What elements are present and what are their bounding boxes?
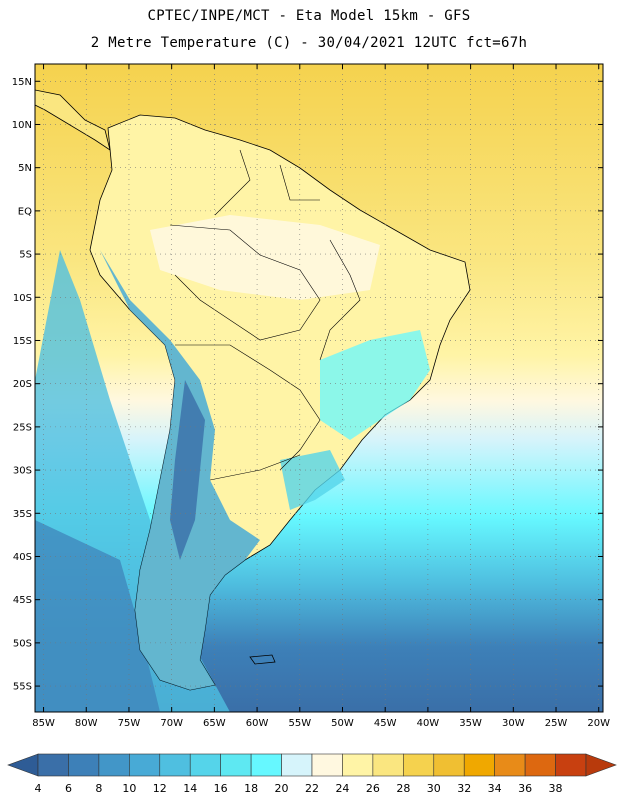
lat-tick-label: 50S — [13, 638, 32, 649]
graticule — [35, 64, 603, 712]
lon-tick-label: 60W — [246, 718, 269, 729]
lat-tick-label: EQ — [18, 206, 32, 217]
lat-tick-label: 55S — [13, 682, 32, 693]
map-plot-area — [35, 64, 603, 712]
colorbar-swatch — [494, 753, 526, 777]
colorbar-label: 28 — [396, 782, 410, 795]
map-frame — [34, 63, 604, 713]
lon-tick-label: 55W — [288, 718, 311, 729]
colorbar-label: 36 — [518, 782, 532, 795]
colorbar-swatch — [250, 753, 282, 777]
brazil-highlands-cool — [320, 330, 430, 440]
lat-tick-label: 20S — [13, 379, 32, 390]
lat-tick-label: 30S — [13, 466, 32, 477]
colorbar-label: 32 — [457, 782, 471, 795]
lon-tick-label: 35W — [459, 718, 482, 729]
andes-coldest-region — [170, 380, 205, 560]
colorbar-label: 4 — [35, 782, 42, 795]
lon-tick-label: 25W — [545, 718, 568, 729]
colorbar-swatch — [555, 753, 587, 777]
lon-tick-label: 50W — [331, 718, 354, 729]
colorbar-swatch — [189, 753, 221, 777]
central-america — [35, 89, 111, 151]
lon-tick-label: 30W — [502, 718, 525, 729]
colorbar-swatch — [372, 753, 404, 777]
colorbar-label: 16 — [214, 782, 228, 795]
lon-tick-label: 80W — [75, 718, 98, 729]
colorbar-swatch — [220, 753, 252, 777]
latitude-axis: 15N 10N 5N EQ 5S 10S 15S 20S 25S 30S 35S 40S 45S 50S 5… — [12, 77, 603, 693]
colorbar-swatch — [311, 753, 343, 777]
colorbar-overflow-arrow — [585, 753, 617, 777]
colorbar-label: 34 — [488, 782, 502, 795]
colorbar-swatch — [37, 753, 69, 777]
colorbar-label: 30 — [427, 782, 441, 795]
colorbar-label: 20 — [275, 782, 289, 795]
lat-tick-label: 45S — [13, 595, 32, 606]
colorbar-swatch — [129, 753, 161, 777]
amazon-mild-region — [150, 215, 380, 300]
colorbar-swatch — [403, 753, 435, 777]
lat-tick-label: 40S — [13, 552, 32, 563]
colorbar-label: 14 — [183, 782, 197, 795]
lat-tick-label: 5S — [19, 250, 32, 261]
colorbar-swatch — [281, 753, 313, 777]
map-title-line-2: 2 Metre Temperature (C) - 30/04/2021 12U… — [90, 35, 528, 51]
colorbar-label: 8 — [95, 782, 102, 795]
colorbar-label: 22 — [305, 782, 319, 795]
lon-tick-label: 45W — [374, 718, 397, 729]
colorbar-swatch — [524, 753, 556, 777]
longitude-axis: 85W 80W 75W 70W 65W 60W 55W 50W 45W 40W 35W 30W 25W 2… — [32, 64, 610, 729]
lat-tick-label: 10S — [13, 293, 32, 304]
colorbar-swatch — [98, 753, 130, 777]
lon-tick-label: 20W — [587, 718, 610, 729]
lon-tick-label: 40W — [417, 718, 440, 729]
colorbar: 4 6 8 10 12 14 16 18 20 22 24 26 28 30 32 34 36 38 — [7, 753, 617, 795]
colorbar-swatch — [342, 753, 374, 777]
lon-tick-label: 70W — [160, 718, 183, 729]
colorbar-swatch — [159, 753, 191, 777]
lat-tick-label: 35S — [13, 509, 32, 520]
colorbar-underflow-arrow — [7, 753, 39, 777]
lon-tick-label: 85W — [32, 718, 55, 729]
colorbar-swatch — [463, 753, 495, 777]
lat-tick-label: 25S — [13, 422, 32, 433]
falkland-islands — [249, 654, 276, 665]
colorbar-swatch — [433, 753, 465, 777]
colorbar-label: 10 — [122, 782, 136, 795]
map-title-line-1: CPTEC/INPE/MCT - Eta Model 15km - GFS — [147, 8, 471, 24]
colorbar-label: 6 — [65, 782, 72, 795]
south-brazil-cool — [280, 450, 345, 510]
colorbar-label: 24 — [335, 782, 349, 795]
lat-tick-label: 15N — [12, 77, 32, 88]
colorbar-label: 18 — [244, 782, 258, 795]
lat-tick-label: 15S — [13, 336, 32, 347]
colorbar-label: 38 — [549, 782, 563, 795]
colorbar-swatch — [68, 753, 100, 777]
colorbar-label: 12 — [153, 782, 167, 795]
lat-tick-label: 5N — [18, 163, 32, 174]
lon-tick-label: 65W — [203, 718, 226, 729]
lat-tick-label: 10N — [12, 120, 32, 131]
lon-tick-label: 75W — [118, 718, 141, 729]
colorbar-label: 26 — [366, 782, 380, 795]
